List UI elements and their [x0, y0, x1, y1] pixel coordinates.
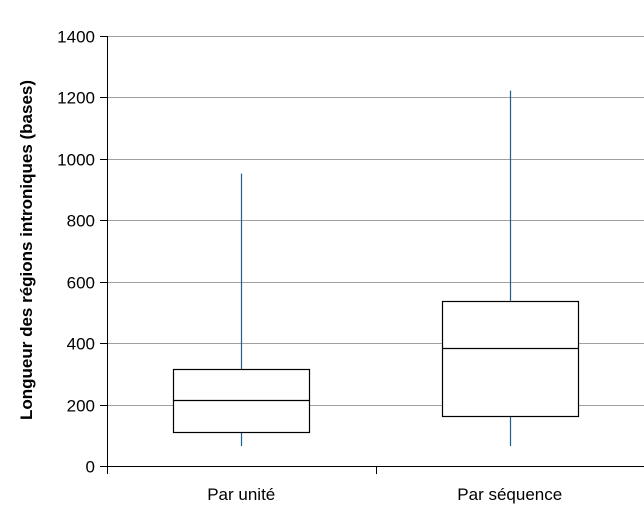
y-tick-label-200: 200 [67, 397, 95, 416]
y-tick-label-1400: 1400 [57, 28, 95, 47]
y-tick-labels: 0 200 400 600 800 1000 1200 1400 [57, 28, 95, 477]
axes [100, 36, 644, 474]
y-tick-label-0: 0 [86, 458, 95, 477]
y-axis-title: Longueur des régions introniques (bases) [17, 80, 36, 420]
y-tick-label-800: 800 [67, 212, 95, 231]
y-tick-label-1000: 1000 [57, 151, 95, 170]
x-tick-label-1: Par unité [207, 485, 275, 504]
x-tick-labels: Par unité Par séquence [207, 485, 562, 504]
x-tick-label-2: Par séquence [457, 485, 562, 504]
boxes [172, 90, 580, 447]
grid-lines [107, 36, 644, 406]
box-2 [441, 300, 580, 418]
y-tick-label-400: 400 [67, 335, 95, 354]
y-tick-label-600: 600 [67, 274, 95, 293]
y-tick-label-1200: 1200 [57, 89, 95, 108]
